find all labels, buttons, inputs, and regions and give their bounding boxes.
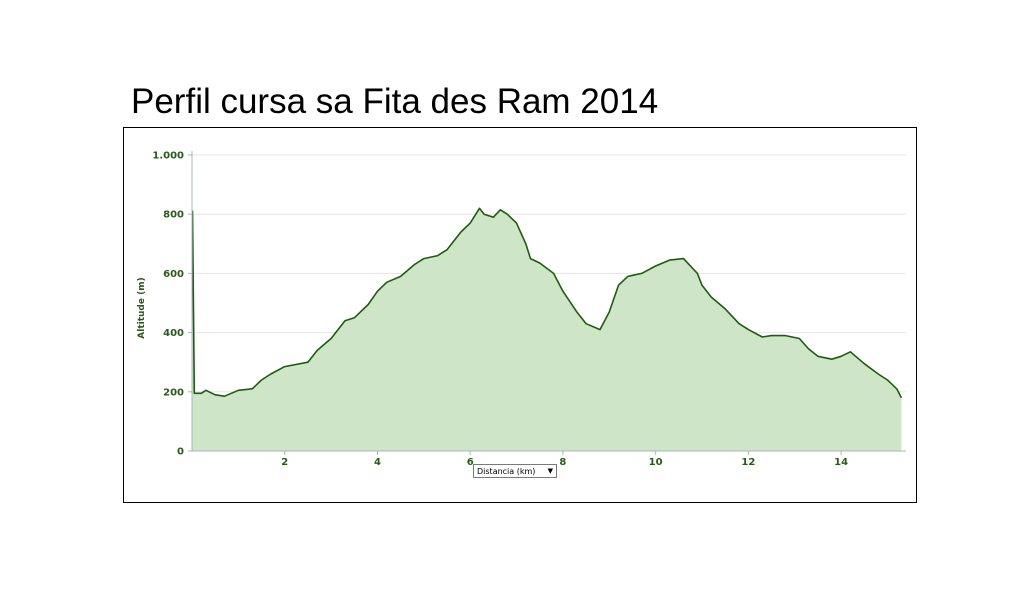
x-tick-label: 14	[834, 457, 848, 468]
y-tick-label: 600	[163, 269, 184, 280]
slide-title: Perfil cursa sa Fita des Ram 2014	[131, 82, 659, 121]
y-tick-label: 800	[163, 210, 184, 221]
elevation-chart: 0 200 400 600 800 1.000 2 4 6 8 10 12 14 Altitude (m)…	[123, 127, 917, 503]
y-axis-label: Altitude (m)	[137, 277, 147, 338]
elevation-chart-svg: 0 200 400 600 800 1.000 2 4 6 8 10 12 14 Altitude (m)	[137, 151, 906, 468]
y-tick-label: 1.000	[152, 151, 184, 162]
chevron-down-icon: ▼	[547, 467, 553, 475]
x-tick-label: 6	[467, 457, 474, 468]
elevation-line	[191, 207, 903, 399]
x-tick-label: 2	[281, 457, 288, 468]
x-tick-label: 10	[649, 457, 663, 468]
x-tick-label: 8	[559, 457, 566, 468]
x-axis-selector-label: Distancia (km)	[477, 466, 536, 476]
y-tick-label: 0	[177, 447, 184, 458]
y-tick-label: 400	[163, 328, 184, 339]
x-axis-selector[interactable]: Distancia (km) ▼	[473, 464, 557, 478]
elevation-area	[192, 208, 902, 451]
x-tick-label: 4	[374, 457, 381, 468]
y-tick-label: 200	[163, 387, 184, 398]
x-tick-label: 12	[741, 457, 755, 468]
